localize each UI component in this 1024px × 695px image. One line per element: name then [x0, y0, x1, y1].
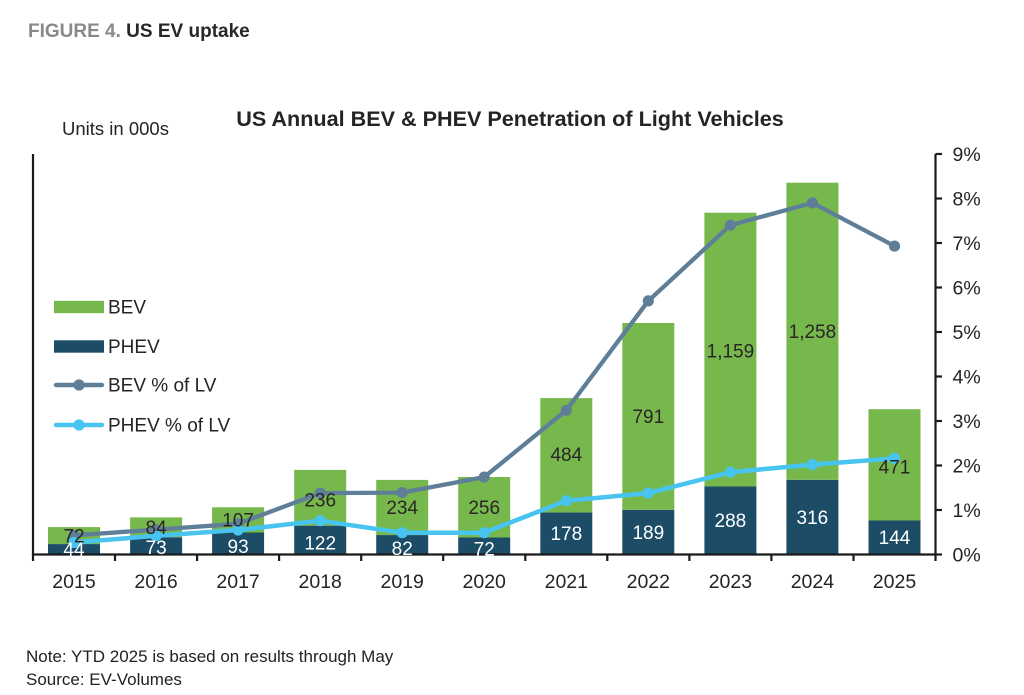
svg-text:107: 107	[222, 511, 254, 532]
svg-text:2016: 2016	[134, 571, 177, 593]
svg-text:234: 234	[386, 498, 418, 519]
svg-text:6%: 6%	[953, 278, 981, 300]
svg-text:2021: 2021	[545, 571, 588, 593]
svg-text:8%: 8%	[953, 189, 981, 211]
svg-text:82: 82	[392, 539, 413, 560]
svg-text:44: 44	[63, 540, 85, 561]
svg-text:5%: 5%	[953, 322, 981, 344]
svg-text:PHEV % of LV: PHEV % of LV	[108, 416, 230, 437]
svg-text:72: 72	[63, 526, 84, 547]
svg-text:1,159: 1,159	[707, 341, 755, 362]
svg-text:2025: 2025	[873, 571, 917, 593]
svg-text:2022: 2022	[627, 571, 670, 593]
svg-text:0%: 0%	[953, 545, 981, 567]
svg-text:1,258: 1,258	[789, 322, 837, 343]
svg-text:471: 471	[879, 458, 911, 479]
svg-text:3%: 3%	[953, 411, 981, 433]
svg-text:256: 256	[468, 498, 500, 519]
svg-text:7%: 7%	[953, 233, 981, 255]
svg-text:BEV: BEV	[108, 298, 146, 319]
svg-text:2020: 2020	[463, 571, 507, 593]
svg-text:72: 72	[474, 540, 495, 561]
svg-text:2%: 2%	[953, 456, 981, 478]
svg-text:2017: 2017	[216, 571, 259, 593]
svg-text:791: 791	[632, 407, 664, 428]
svg-text:2019: 2019	[381, 571, 424, 593]
svg-text:144: 144	[879, 528, 911, 549]
svg-text:1%: 1%	[953, 500, 981, 522]
svg-text:BEV % of LV: BEV % of LV	[108, 376, 217, 397]
svg-text:2024: 2024	[791, 571, 835, 593]
svg-text:93: 93	[228, 537, 249, 558]
svg-text:484: 484	[550, 445, 582, 466]
svg-text:2018: 2018	[299, 571, 342, 593]
svg-text:2015: 2015	[52, 571, 96, 593]
svg-text:189: 189	[632, 523, 664, 544]
svg-text:4%: 4%	[953, 367, 981, 389]
svg-text:178: 178	[550, 524, 582, 545]
svg-text:316: 316	[797, 508, 829, 529]
svg-text:73: 73	[146, 538, 167, 559]
svg-text:9%: 9%	[953, 144, 981, 166]
svg-text:84: 84	[146, 518, 168, 539]
svg-text:2023: 2023	[709, 571, 752, 593]
svg-text:122: 122	[304, 533, 336, 554]
svg-text:236: 236	[304, 491, 336, 512]
svg-text:288: 288	[715, 511, 747, 532]
svg-text:PHEV: PHEV	[108, 337, 160, 358]
